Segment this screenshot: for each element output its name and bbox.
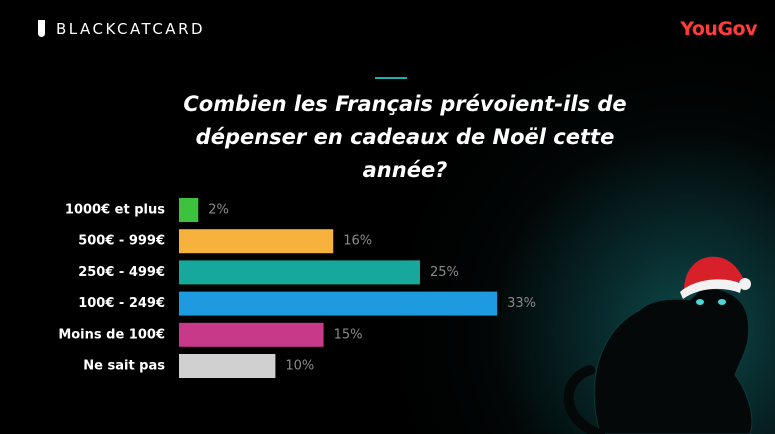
bar <box>179 260 420 285</box>
category-label: Ne sait pas <box>83 359 165 374</box>
bar <box>179 354 276 378</box>
value-label: 25% <box>430 265 459 280</box>
value-label: 10% <box>285 359 314 374</box>
category-label: Moins de 100€ <box>58 327 165 342</box>
value-label: 15% <box>334 327 363 342</box>
accent-line <box>375 77 407 79</box>
category-label: 1000€ et plus <box>65 203 165 218</box>
chart-title: Combien les Français prévoient-ils de dé… <box>183 92 627 182</box>
value-label: 16% <box>343 234 372 249</box>
brand-icon <box>38 20 45 37</box>
category-label: 100€ - 249€ <box>78 296 165 311</box>
category-label: 250€ - 499€ <box>78 265 165 280</box>
value-label: 2% <box>208 203 229 218</box>
value-label: 33% <box>507 296 536 311</box>
bar <box>179 229 334 254</box>
category-label: 500€ - 999€ <box>78 234 165 249</box>
brand-name: BLACKCATCARD <box>56 20 206 38</box>
bar <box>179 198 199 222</box>
cat-illustration <box>563 256 753 434</box>
bar <box>179 291 498 316</box>
bar <box>179 322 324 347</box>
partner-logo: YouGov <box>680 18 757 40</box>
